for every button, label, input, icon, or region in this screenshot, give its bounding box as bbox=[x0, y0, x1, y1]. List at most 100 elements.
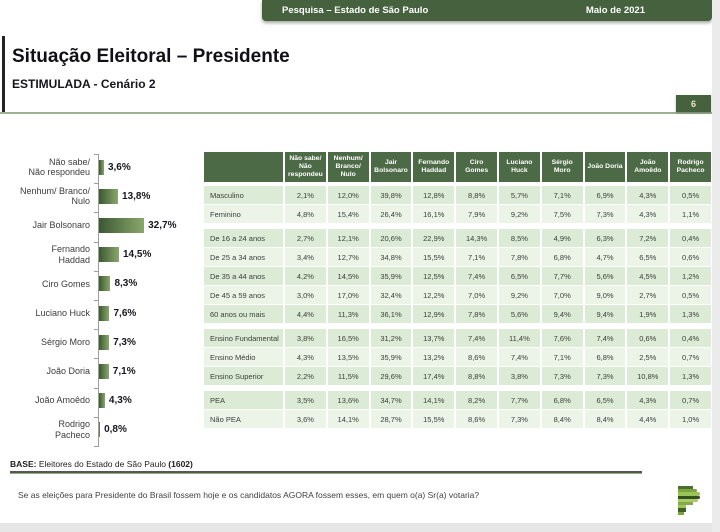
page-subtitle: ESTIMULADA - Cenário 2 bbox=[12, 77, 156, 91]
table-cell: 4,2% bbox=[285, 267, 326, 285]
table-cell: 7,2% bbox=[627, 229, 669, 247]
table-cell: 7,1% bbox=[541, 186, 583, 204]
table-row: De 25 a 34 anos 3,4% 12,7% 34,8% 15,5% 7,1% 7,… bbox=[204, 248, 711, 266]
table-row: 60 anos ou mais 4,4% 11,3% 36,1% 12,9% 7,8% 5,… bbox=[204, 305, 711, 323]
table-cell: 2,2% bbox=[285, 367, 326, 385]
table-cell: 9,4% bbox=[584, 305, 626, 323]
table-cell: 12,7% bbox=[327, 248, 369, 266]
table-group: PEA 3,5% 13,6% 34,7% 14,1% 8,2% 7,7% 6,8% 6,5% 4,… bbox=[204, 391, 711, 428]
table-cell: 4,3% bbox=[285, 348, 326, 366]
table-cell: 13,7% bbox=[413, 329, 455, 347]
table-cell: 12,2% bbox=[413, 286, 455, 304]
table-header-cell: João Doria bbox=[584, 152, 626, 182]
table-cell: 12,1% bbox=[327, 229, 369, 247]
table-cell: 11,4% bbox=[498, 329, 540, 347]
chart-row: Jair Bolsonaro 32,7% bbox=[0, 211, 205, 240]
table-cell: 11,3% bbox=[327, 305, 369, 323]
table-row-label: De 45 a 59 anos bbox=[204, 286, 283, 304]
table-cell: 3,8% bbox=[498, 367, 540, 385]
table-row: De 45 a 59 anos 3,0% 17,0% 32,4% 12,2% 7,0% 9,… bbox=[204, 286, 711, 304]
axis-tick bbox=[94, 446, 98, 447]
chart-bar bbox=[99, 247, 119, 263]
chart-bar bbox=[99, 422, 101, 438]
table-cell: 10,8% bbox=[627, 367, 669, 385]
table-cell: 7,6% bbox=[541, 329, 583, 347]
table-row-label: Não PEA bbox=[204, 410, 283, 428]
chart-bar bbox=[99, 363, 109, 379]
chart-bar bbox=[99, 334, 110, 350]
table-cell: 6,5% bbox=[584, 391, 626, 409]
table-header-cell: Luciano Huck bbox=[498, 152, 540, 182]
table-row-label: Ensino Superior bbox=[204, 367, 283, 385]
page-edge-right bbox=[712, 0, 720, 532]
table-cell: 7,1% bbox=[541, 348, 583, 366]
table-cell: 5,6% bbox=[498, 305, 540, 323]
table-cell: 4,8% bbox=[285, 205, 326, 223]
table-cell: 15,5% bbox=[413, 410, 455, 428]
table-cell: 14,1% bbox=[413, 391, 455, 409]
chart-row: Sérgio Moro 7,3% bbox=[0, 328, 205, 357]
title-left-border bbox=[2, 36, 5, 112]
table-row: De 16 a 24 anos 2,7% 12,1% 20,6% 22,9% 14,3% 8… bbox=[204, 229, 711, 247]
chart-value-label: 4,3% bbox=[108, 395, 132, 407]
table-cell: 2,1% bbox=[285, 186, 326, 204]
table-cell: 1,2% bbox=[670, 267, 711, 285]
table-cell: 12,0% bbox=[327, 186, 369, 204]
table-cell: 11,5% bbox=[327, 367, 369, 385]
base-note-count: (1602) bbox=[168, 459, 193, 469]
table-row-label: De 16 a 24 anos bbox=[204, 229, 283, 247]
parana-pesquisas-logo bbox=[678, 486, 704, 517]
survey-question: Se as eleições para Presidente do Brasil… bbox=[18, 490, 480, 500]
table-cell: 9,4% bbox=[541, 305, 583, 323]
crosstab-table: Não sabe/ Não respondeu Nenhum/ Branco/ N… bbox=[204, 152, 711, 434]
table-cell: 6,9% bbox=[584, 186, 626, 204]
table-cell: 7,3% bbox=[584, 205, 626, 223]
table-row: Masculino 2,1% 12,0% 39,8% 12,8% 8,8% 5,7% 7,1%… bbox=[204, 186, 711, 204]
base-note: BASE: Eleitores do Estado de São Paulo (… bbox=[10, 459, 193, 469]
base-note-text: Eleitores do Estado de São Paulo bbox=[36, 459, 169, 469]
table-row-label: PEA bbox=[204, 391, 283, 409]
logo-stripe bbox=[678, 501, 693, 506]
table-cell: 0,7% bbox=[670, 391, 711, 409]
logo-stripe bbox=[678, 498, 698, 502]
table-header-cell: Jair Bolsonaro bbox=[370, 152, 412, 182]
table-cell: 5,6% bbox=[584, 267, 626, 285]
axis-tick bbox=[94, 329, 98, 331]
chart-value-label: 7,3% bbox=[113, 336, 136, 348]
chart-value-label: 7,1% bbox=[112, 365, 136, 377]
chart-category-label: Nenhum/ Branco/ Nulo bbox=[19, 185, 90, 207]
table-cell: 9,2% bbox=[498, 205, 540, 223]
base-divider bbox=[10, 471, 642, 474]
table-cell: 12,8% bbox=[413, 186, 455, 204]
table-cell: 31,2% bbox=[370, 329, 412, 347]
table-cell: 6,5% bbox=[627, 248, 669, 266]
table-cell: 6,8% bbox=[541, 248, 583, 266]
axis-tick bbox=[94, 300, 98, 301]
table-cell: 14,1% bbox=[327, 410, 369, 428]
top-banner: Pesquisa – Estado de São Paulo Maio de 2… bbox=[262, 0, 712, 21]
logo-stripe bbox=[678, 489, 697, 493]
table-row: Não PEA 3,6% 14,1% 28,7% 15,5% 8,6% 7,3% 8,4% 8,… bbox=[204, 410, 711, 428]
base-note-prefix: BASE: bbox=[10, 459, 37, 469]
logo-stripe bbox=[678, 505, 686, 509]
chart-category-label: Não sabe/ Não respondeu bbox=[28, 156, 90, 177]
chart-category-label: João Amoêdo bbox=[34, 395, 90, 406]
table-cell: 4,4% bbox=[627, 410, 669, 428]
table-cell: 20,6% bbox=[370, 229, 412, 247]
table-cell: 13,2% bbox=[413, 348, 455, 366]
table-cell: 7,7% bbox=[541, 267, 583, 285]
chart-row: Nenhum/ Branco/ Nulo 13,8% bbox=[0, 182, 205, 211]
table-cell: 6,8% bbox=[541, 391, 583, 409]
chart-row: João Amoêdo 4,3% bbox=[0, 386, 205, 415]
table-row-label: 60 anos ou mais bbox=[204, 305, 283, 323]
chart-value-label: 14,5% bbox=[123, 249, 152, 261]
chart-row: Não sabe/ Não respondeu 3,6% bbox=[0, 153, 205, 182]
table-cell: 36,1% bbox=[370, 305, 412, 323]
table-cell: 7,0% bbox=[456, 286, 497, 304]
table-row-label: Ensino Fundamental bbox=[204, 329, 283, 347]
table-cell: 35,9% bbox=[370, 348, 412, 366]
table-header-row: Não sabe/ Não respondeu Nenhum/ Branco/ N… bbox=[204, 152, 711, 182]
table-cell: 7,0% bbox=[541, 286, 583, 304]
table-cell: 2,7% bbox=[627, 286, 669, 304]
page-number-badge: 6 bbox=[676, 95, 711, 112]
